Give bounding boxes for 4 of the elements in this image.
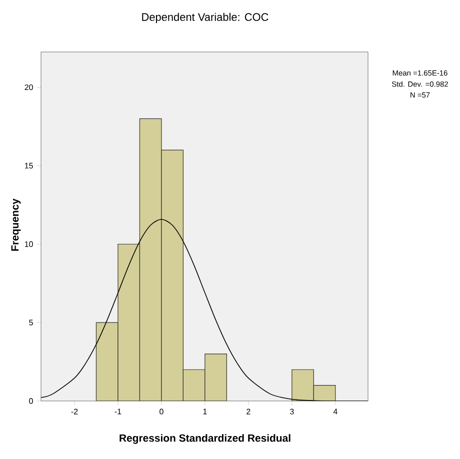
- x-axis-title: Regression Standardized Residual: [120, 434, 290, 444]
- chart-title: Dependent Variable: COC: [142, 12, 268, 24]
- y-axis-title: Frequency: [11, 198, 21, 251]
- line-series: [41, 218, 368, 401]
